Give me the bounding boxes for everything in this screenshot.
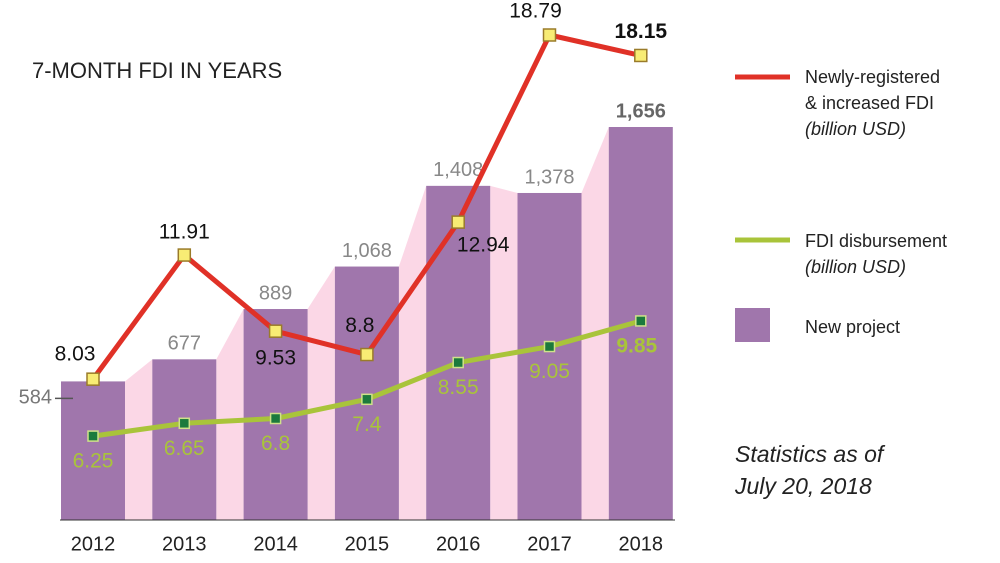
value-label: 18.79	[509, 0, 562, 23]
value-label: 8.03	[55, 343, 96, 366]
legend-label: New project	[805, 317, 901, 337]
bar-value-label: 1,408	[433, 159, 483, 181]
bar	[517, 192, 582, 520]
value-label: 6.8	[261, 432, 290, 455]
value-label: 8.55	[438, 376, 479, 399]
value-label: 6.65	[164, 437, 205, 460]
legend-item: FDI disbursement (billion USD)	[805, 228, 995, 280]
marker	[87, 430, 99, 442]
legend-label: Newly-registered & increased FDI	[805, 67, 941, 113]
bar-value-label: 1,068	[342, 240, 392, 262]
connector	[216, 309, 244, 520]
legend-unit: (billion USD)	[805, 119, 907, 139]
x-tick-label: 2018	[619, 533, 664, 555]
x-tick-label: 2016	[436, 533, 481, 555]
marker	[452, 356, 464, 369]
legend-item: Newly-registered & increased FDI (billion…	[805, 64, 945, 142]
value-label: 9.05	[529, 360, 570, 383]
legend-item: New project	[805, 314, 995, 340]
marker	[634, 48, 648, 63]
x-tick-label: 2015	[345, 533, 390, 555]
marker	[360, 347, 374, 362]
bar-value-label: 1,378	[524, 166, 574, 188]
value-label: 8.8	[345, 314, 374, 337]
connector	[125, 359, 153, 520]
marker	[542, 28, 557, 42]
value-label: 9.85	[616, 334, 657, 357]
marker	[178, 417, 191, 430]
connector	[398, 185, 427, 520]
bar-value-label: 1,656	[616, 100, 666, 122]
marker	[361, 393, 373, 406]
marker	[543, 340, 556, 353]
x-tick-label: 2017	[527, 533, 572, 555]
marker	[86, 372, 100, 386]
legend-label: FDI disbursement	[805, 231, 948, 251]
chart-title: 7-MONTH FDI IN YEARS	[32, 58, 283, 83]
bar	[334, 266, 399, 520]
bar	[426, 185, 491, 520]
connector	[307, 266, 335, 520]
x-tick-label: 2014	[253, 533, 298, 555]
bar	[61, 381, 125, 520]
marker	[269, 412, 282, 425]
legend-unit: (billion USD)	[805, 257, 907, 277]
bar-value-label: 584	[19, 387, 52, 409]
marker	[635, 315, 647, 327]
bar-value-label: 677	[168, 333, 201, 355]
value-label: 18.15	[615, 20, 668, 43]
value-label: 11.91	[159, 221, 210, 244]
connector	[581, 127, 609, 520]
marker	[177, 248, 192, 262]
value-label: 7.4	[352, 413, 382, 436]
value-label: 9.53	[255, 347, 296, 370]
marker	[451, 215, 465, 229]
bar-value-label: 889	[259, 282, 292, 304]
marker	[268, 324, 283, 338]
value-label: 12.94	[457, 234, 510, 257]
value-label: 6.25	[73, 450, 114, 473]
note: Statistics as of July 20, 2018	[735, 441, 884, 499]
x-tick-label: 2012	[71, 533, 116, 555]
x-tick-label: 2013	[162, 533, 207, 555]
bar	[152, 359, 217, 520]
legend-swatch	[735, 308, 770, 342]
